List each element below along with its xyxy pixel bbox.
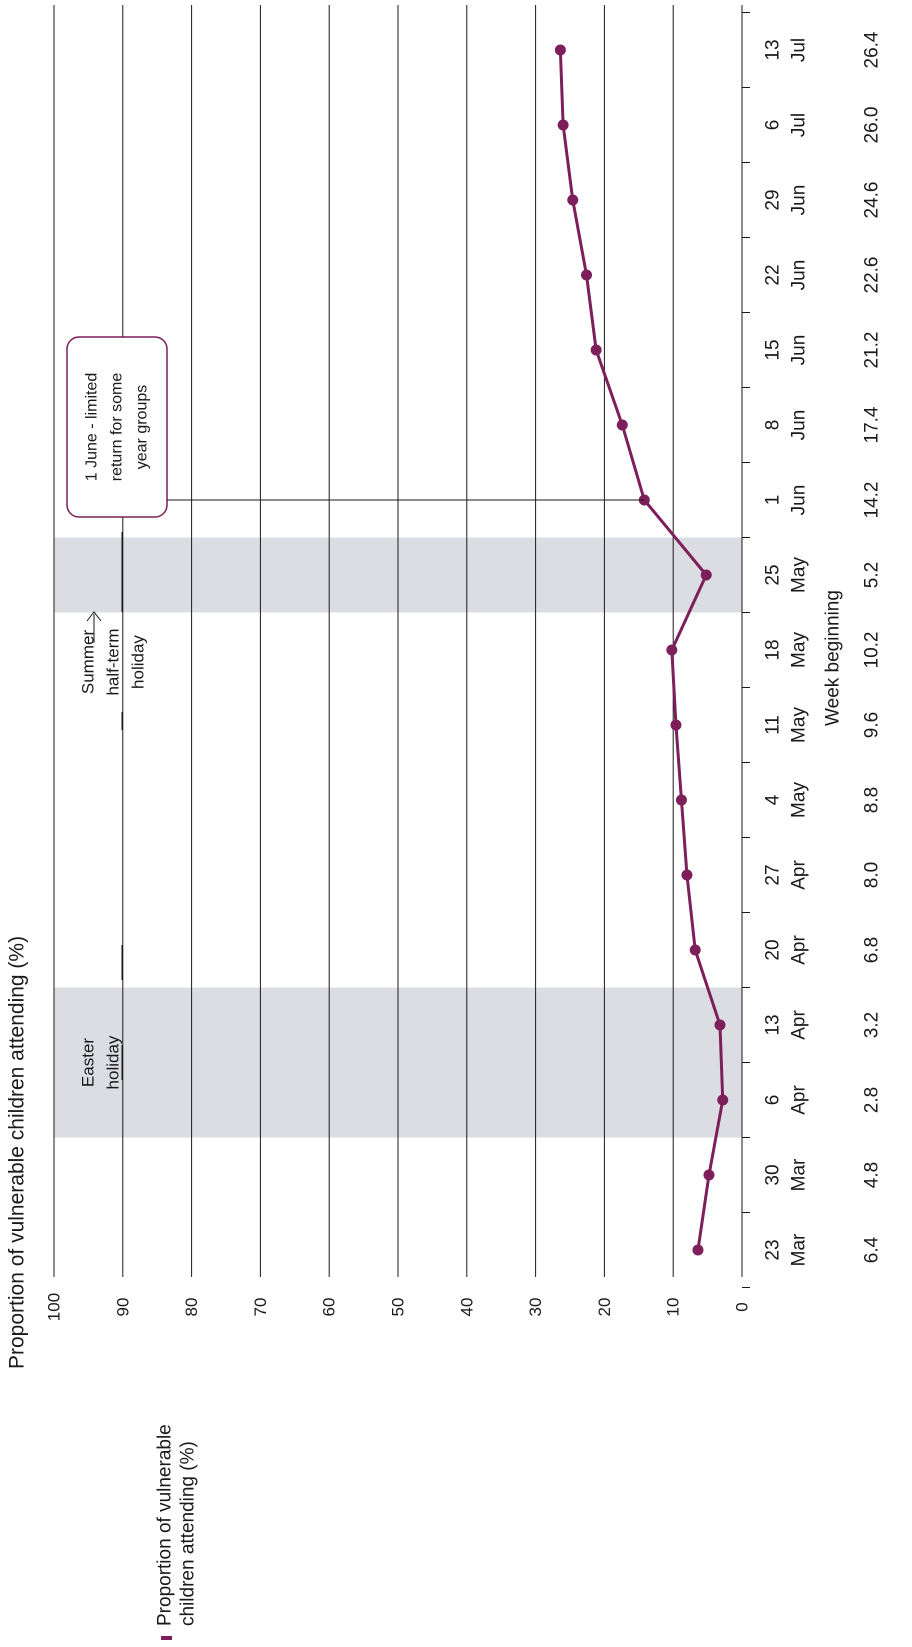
data-label: 8.8: [862, 787, 883, 813]
annotation-box: [66, 336, 168, 518]
y-tick-label: 10: [664, 1298, 683, 1317]
data-label: 10.2: [862, 632, 883, 669]
x-tick-label-month: Jun: [789, 335, 810, 366]
y-tick-label: 0: [733, 1302, 752, 1311]
x-tick-label-day: 22: [763, 264, 784, 285]
data-label: 24.6: [862, 182, 883, 219]
summer-half-term-label: half-term: [104, 628, 123, 695]
data-label: 14.2: [862, 482, 883, 519]
data-point: [616, 419, 628, 431]
data-point: [714, 1019, 726, 1031]
data-label: 4.8: [862, 1162, 883, 1188]
x-tick-label-month: Jul: [789, 113, 810, 137]
summer-half-term-label: Summer: [79, 630, 98, 695]
x-tick-label-month: May: [789, 782, 810, 818]
x-tick-label-day: 6: [763, 120, 784, 131]
data-label: 22.6: [862, 257, 883, 294]
data-point: [590, 344, 602, 356]
y-tick-label: 100: [45, 1293, 64, 1321]
x-tick-label-day: 25: [763, 564, 784, 585]
x-tick-label-day: 8: [763, 420, 784, 431]
data-label: 26.4: [862, 31, 883, 68]
data-point: [554, 44, 566, 56]
data-label: 6.4: [862, 1236, 883, 1263]
x-tick-label-day: 4: [763, 794, 784, 805]
x-tick-label-month: Apr: [789, 860, 810, 890]
data-label: 2.8: [862, 1087, 883, 1113]
x-tick-label-month: Jun: [789, 260, 810, 291]
x-tick-label-day: 23: [763, 1239, 784, 1260]
x-tick-label-month: Apr: [789, 1010, 810, 1040]
data-label: 17.4: [862, 406, 883, 443]
data-label: 6.8: [862, 937, 883, 963]
data-point: [681, 869, 693, 881]
x-tick-label-day: 18: [763, 639, 784, 660]
y-tick-label: 20: [595, 1298, 614, 1317]
summer-arrow-icon: [86, 611, 102, 622]
legend-swatch: [161, 1636, 172, 1640]
chart-title: Proportion of vulnerable children attend…: [6, 936, 29, 1369]
x-tick-label-month: May: [789, 632, 810, 668]
x-tick-label-month: Mar: [789, 1233, 810, 1266]
annotation-text: 1 June - limited: [84, 373, 101, 482]
data-point: [703, 1169, 715, 1181]
data-point: [581, 269, 593, 281]
x-tick-label-month: Apr: [789, 1085, 810, 1115]
x-tick-label-day: 27: [763, 864, 784, 885]
y-tick-label: 90: [113, 1298, 132, 1317]
y-tick-label: 80: [182, 1298, 201, 1317]
x-tick-label-day: 15: [763, 339, 784, 360]
y-tick-label: 40: [457, 1298, 476, 1317]
x-tick-label-day: 6: [763, 1095, 784, 1106]
series-group: [554, 44, 729, 1256]
x-tick-label-month: Jun: [789, 410, 810, 441]
data-point: [692, 1244, 704, 1256]
data-point: [717, 1094, 729, 1106]
x-tick-label-month: May: [789, 707, 810, 743]
x-tick-label-month: Jun: [789, 185, 810, 216]
data-label: 3.2: [862, 1012, 883, 1038]
x-tick-label-day: 1: [763, 495, 784, 506]
data-label: 26.0: [862, 107, 883, 144]
data-point: [567, 194, 579, 206]
x-axis-ticks: [742, 12, 750, 1288]
annotation-text: return for some: [109, 373, 126, 482]
data-point: [557, 119, 569, 131]
legend-label: Proportion of vulnerable: [155, 1424, 176, 1626]
y-tick-label: 60: [320, 1298, 339, 1317]
y-tick-label: 30: [526, 1298, 545, 1317]
x-tick-label-month: Jun: [789, 485, 810, 516]
data-label: 5.2: [862, 562, 883, 588]
annotation-text: year groups: [134, 385, 151, 470]
data-point: [666, 644, 678, 656]
x-tick-label-month: May: [789, 557, 810, 593]
data-label: 21.2: [862, 332, 883, 369]
x-tick-label-month: Apr: [789, 935, 810, 965]
data-point: [700, 569, 712, 581]
x-tick-label-day: 11: [763, 715, 784, 735]
x-tick-label-day: 29: [763, 189, 784, 210]
data-label: 9.6: [862, 712, 883, 738]
data-point: [689, 944, 701, 956]
x-tick-label-day: 13: [763, 39, 784, 60]
data-point: [670, 719, 682, 731]
x-tick-label-day: 30: [763, 1164, 784, 1185]
legend-label: children attending (%): [178, 1441, 199, 1626]
y-tick-label: 50: [389, 1298, 408, 1317]
data-point: [675, 794, 687, 806]
summer-half-term-label: holiday: [129, 635, 148, 689]
easter-holiday-label: holiday: [104, 1035, 123, 1089]
easter-holiday-label: Easter: [79, 1038, 98, 1087]
x-tick-label-month: Mar: [789, 1158, 810, 1191]
x-tick-label-day: 13: [763, 1014, 784, 1035]
gridlines: [53, 5, 743, 1277]
y-tick-label: 70: [251, 1298, 270, 1317]
x-axis-title: Week beginning: [823, 590, 844, 726]
data-label: 8.0: [862, 862, 883, 888]
x-tick-label-day: 20: [763, 939, 784, 960]
x-tick-label-month: Jul: [789, 38, 810, 62]
